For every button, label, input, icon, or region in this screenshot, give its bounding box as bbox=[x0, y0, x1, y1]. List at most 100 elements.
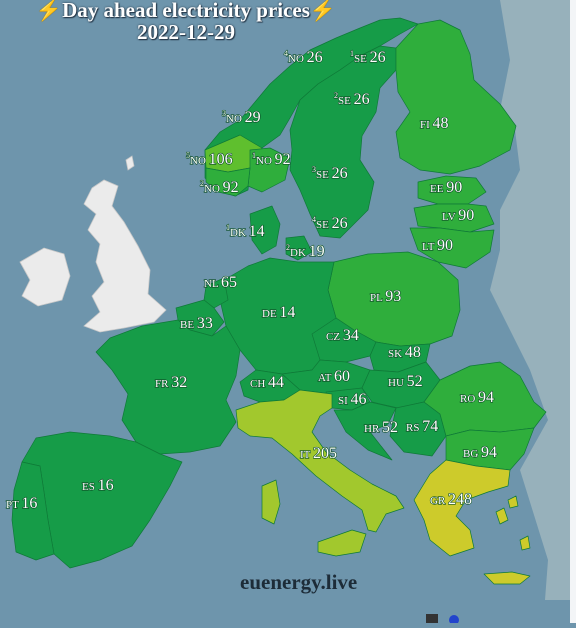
zone-code: RS bbox=[406, 422, 422, 434]
credit-text: euenergy.live bbox=[240, 570, 358, 594]
zone-price: 94 bbox=[481, 444, 497, 461]
zone-code: NO bbox=[204, 183, 223, 195]
zone-code: NO bbox=[190, 155, 209, 167]
zone-price: 26 bbox=[332, 215, 348, 232]
zone-price: 19 bbox=[309, 243, 325, 260]
region-nl bbox=[203, 277, 229, 309]
region-it-sicily bbox=[317, 529, 367, 557]
zone-label-hu: HU 52 bbox=[388, 373, 423, 390]
zone-price: 94 bbox=[478, 389, 494, 406]
zone-code: NO bbox=[288, 53, 307, 65]
zone-code: HU bbox=[388, 377, 407, 389]
zone-label-pt: PT 16 bbox=[6, 495, 37, 512]
zone-price: 65 bbox=[221, 274, 237, 291]
zone-price: 14 bbox=[249, 223, 265, 240]
zone-code: DK bbox=[230, 227, 249, 239]
lightning-icon-right: ⚡ bbox=[309, 0, 337, 22]
zone-label-fi: FI 48 bbox=[420, 115, 449, 132]
region-gr-crete bbox=[483, 571, 531, 585]
region-gr-islands bbox=[495, 495, 531, 551]
zone-label-nl: NL 65 bbox=[204, 274, 237, 291]
camera-icon[interactable] bbox=[426, 614, 438, 623]
zone-label-sk: SK 48 bbox=[388, 344, 421, 361]
region-fr bbox=[95, 319, 241, 455]
zone-label-si: SI 46 bbox=[338, 391, 367, 408]
zone-label-lv: LV 90 bbox=[442, 207, 474, 224]
zone-code: NL bbox=[204, 278, 221, 290]
zone-superscript: 4 bbox=[284, 49, 288, 58]
zone-label-1no: 1NO 92 bbox=[252, 151, 291, 168]
zone-code: NO bbox=[256, 155, 275, 167]
zone-label-ro: RO 94 bbox=[460, 389, 494, 406]
zone-superscript: 5 bbox=[186, 151, 190, 160]
zone-label-bg: BG 94 bbox=[463, 444, 497, 461]
zone-price: 26 bbox=[307, 49, 323, 66]
region-it-sardinia bbox=[261, 479, 281, 525]
zone-price: 16 bbox=[21, 495, 37, 512]
zone-code: HR bbox=[364, 423, 382, 435]
zone-label-it: IT 205 bbox=[300, 445, 337, 462]
great-britain bbox=[83, 179, 167, 333]
zone-code: SE bbox=[354, 53, 370, 65]
zone-label-cz: CZ 34 bbox=[326, 327, 359, 344]
zone-price: 26 bbox=[332, 165, 348, 182]
zone-code: SK bbox=[388, 348, 405, 360]
region-lv bbox=[413, 203, 495, 233]
zone-code: SE bbox=[316, 169, 332, 181]
zone-code: FR bbox=[155, 378, 171, 390]
zone-superscript: 2 bbox=[200, 179, 204, 188]
zone-code: FI bbox=[420, 119, 433, 131]
zone-price: 16 bbox=[98, 477, 114, 494]
zone-code: LT bbox=[422, 241, 437, 253]
zone-code: NO bbox=[226, 113, 245, 125]
zone-label-ee: EE 90 bbox=[430, 179, 462, 196]
region-no2 bbox=[205, 167, 251, 197]
region-se bbox=[289, 45, 397, 239]
zone-price: 92 bbox=[223, 179, 239, 196]
zone-price: 34 bbox=[343, 327, 359, 344]
zone-code: AT bbox=[318, 372, 334, 384]
right-edge-strip bbox=[570, 0, 576, 623]
shetland bbox=[125, 155, 135, 171]
zone-price: 90 bbox=[446, 179, 462, 196]
ireland bbox=[19, 247, 71, 307]
zone-superscript: 1 bbox=[252, 151, 256, 160]
zone-label-lt: LT 90 bbox=[422, 237, 453, 254]
zone-label-1se: 1SE 26 bbox=[350, 49, 386, 66]
map-title: ⚡Day ahead electricity prices⚡ 2022-12-2… bbox=[6, 0, 366, 43]
zone-code: PL bbox=[370, 292, 385, 304]
zone-code: LV bbox=[442, 211, 458, 223]
zone-label-4no: 4NO 26 bbox=[284, 49, 323, 66]
zone-code: CZ bbox=[326, 331, 343, 343]
zone-price: 48 bbox=[405, 344, 421, 361]
non-data-land bbox=[19, 0, 570, 600]
zone-label-rs: RS 74 bbox=[406, 418, 438, 435]
region-gr bbox=[413, 459, 511, 557]
zone-code: BE bbox=[180, 319, 197, 331]
zone-label-pl: PL 93 bbox=[370, 288, 401, 305]
zone-label-4se: 4SE 26 bbox=[312, 215, 348, 232]
title-line: ⚡Day ahead electricity prices⚡ bbox=[6, 0, 366, 21]
zone-price: 248 bbox=[448, 491, 472, 508]
zone-label-2dk: 2DK 19 bbox=[286, 243, 325, 260]
region-lt bbox=[409, 227, 495, 269]
zone-price: 90 bbox=[437, 237, 453, 254]
zone-price: 106 bbox=[209, 151, 233, 168]
zone-label-fr: FR 32 bbox=[155, 374, 187, 391]
zone-label-2se: 2SE 26 bbox=[334, 91, 370, 108]
zone-superscript: 1 bbox=[226, 223, 230, 232]
region-it bbox=[235, 389, 405, 533]
zone-code: DE bbox=[262, 308, 279, 320]
globe-icon[interactable] bbox=[449, 615, 459, 623]
zone-code: DK bbox=[290, 247, 309, 259]
bottom-toolbar-icons[interactable] bbox=[424, 612, 464, 623]
zone-price: 33 bbox=[197, 315, 213, 332]
zone-price: 32 bbox=[171, 374, 187, 391]
zone-price: 93 bbox=[385, 288, 401, 305]
region-ee bbox=[417, 175, 487, 205]
zone-code: ES bbox=[82, 481, 98, 493]
zone-code: BG bbox=[463, 448, 481, 460]
zone-label-es: ES 16 bbox=[82, 477, 114, 494]
zone-price: 60 bbox=[334, 368, 350, 385]
